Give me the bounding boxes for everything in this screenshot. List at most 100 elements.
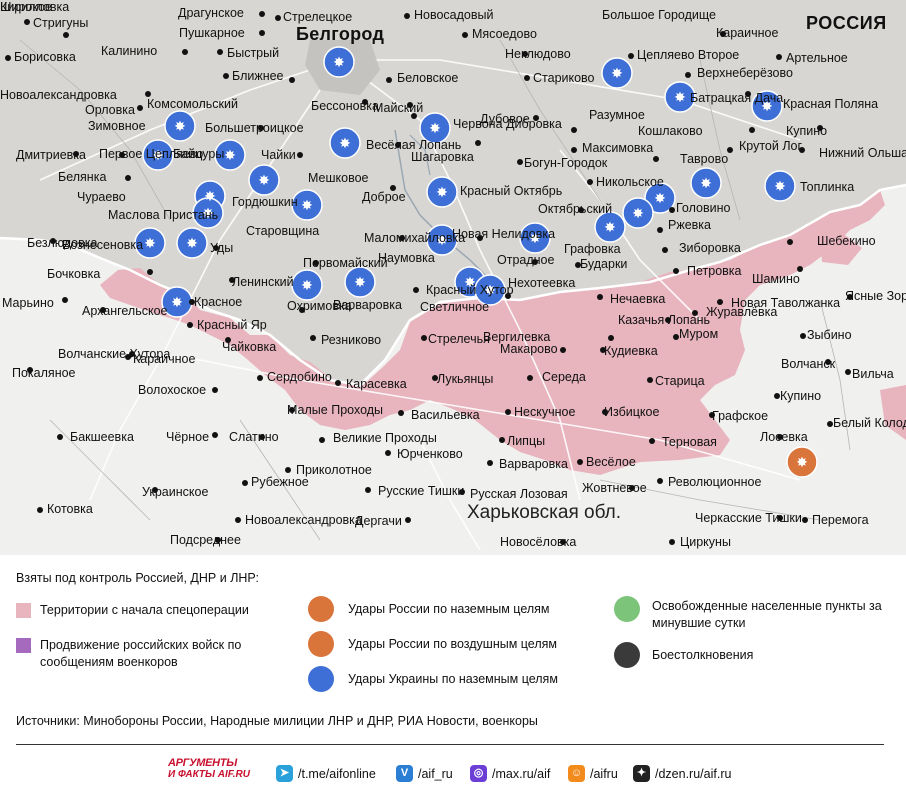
vk-link[interactable]: /aif_ru (418, 767, 453, 781)
place-label: Лосевка (760, 430, 808, 444)
place-label: Стариково (533, 71, 595, 85)
ua-strike-icon (291, 269, 323, 301)
place-label: Украинское (142, 485, 209, 499)
svg-text:✸: ✸ (339, 136, 351, 152)
place-label: Новоалександровка (0, 88, 117, 102)
place-label: Беловское (397, 71, 459, 85)
legend-territories: Территории с начала спецоперации (40, 603, 249, 617)
place-label: Вильча (852, 367, 894, 381)
place-label: Рубежное (251, 475, 309, 489)
place-label: Маслова Пристань (108, 208, 219, 222)
place-label: Мясоедово (472, 27, 537, 41)
place-label: Первомайский (303, 256, 388, 270)
place-label: Зиборовка (679, 241, 741, 255)
place-label: Бакшеевка (70, 430, 134, 444)
svg-text:✸: ✸ (204, 189, 216, 205)
ua-strike-icon (426, 176, 458, 208)
place-label: Муром (679, 327, 719, 341)
place-label: Шебекино (817, 234, 876, 248)
place-label: Красный Октябрь (460, 184, 563, 198)
place-label: Артельное (786, 51, 848, 65)
place-label: Стригуны (33, 16, 89, 30)
place-label: Весёлая Лопань (366, 138, 462, 152)
place-label: Жовтневое (582, 481, 647, 495)
place-label: Чёрное (166, 430, 210, 444)
legend-ua-ground: Удары Украины по наземным целям (348, 672, 558, 686)
place-label: Волохоское (138, 383, 207, 397)
ua-strike-icon (751, 90, 783, 122)
svg-text:✸: ✸ (484, 283, 496, 299)
ru-strike-icon (786, 446, 818, 478)
place-label: Журавлёвка (706, 305, 778, 319)
place-label: Середа (542, 370, 586, 384)
place-label: Октябрьский (538, 202, 613, 216)
legend-ru-air: Удары России по воздушным целям (348, 637, 557, 651)
place-label: Новосёловка (500, 535, 577, 549)
aif-logo[interactable]: АРГУМЕНТЫ И ФАКТЫ AIF.RU (168, 757, 250, 780)
place-label: Цепляево Второе (637, 48, 740, 62)
svg-text:✸: ✸ (258, 173, 270, 189)
ua-strike-icon (164, 110, 196, 142)
place-label: Стрелецкое (283, 10, 353, 24)
place-label: Первое Цепляево (99, 147, 204, 161)
svg-text:✸: ✸ (761, 99, 773, 115)
place-label: Котовка (47, 502, 93, 516)
place-label: Лукьянцы (437, 372, 494, 386)
place-label: Доброе (362, 190, 406, 204)
place-label: Русская Лозовая (470, 487, 568, 501)
place-label: Гордюшкин (232, 195, 298, 209)
svg-text:✸: ✸ (171, 295, 183, 311)
place-label: Макарово (500, 342, 558, 356)
svg-text:✸: ✸ (224, 148, 236, 164)
place-label: Батрацкая Дача (690, 91, 784, 105)
place-label: Новая Таволжанка (731, 296, 841, 310)
place-label: Караичное (133, 352, 196, 366)
place-label: Старовщина (246, 224, 320, 238)
svg-text:✸: ✸ (796, 455, 808, 471)
legend-ru-ground: Удары России по наземным целям (348, 602, 550, 616)
ok-link[interactable]: /aifru (590, 767, 618, 781)
place-label: Калинино (101, 44, 158, 58)
legend-heading: Взяты под контроль Россией, ДНР и ЛНР: (16, 571, 259, 585)
svg-text:✸: ✸ (436, 233, 448, 249)
svg-text:✸: ✸ (464, 275, 476, 291)
telegram-icon: ➤ (276, 765, 293, 782)
max-link[interactable]: /max.ru/aif (492, 767, 551, 781)
place-label: Терновая (662, 435, 717, 449)
place-label: Слатино (229, 430, 279, 444)
place-label: Варваровка (333, 298, 402, 312)
place-label: Охримовка (287, 299, 352, 313)
place-label: Драгунское (178, 6, 244, 20)
place-label: Шамино (752, 272, 800, 286)
place-label: Стрелечья (428, 332, 490, 346)
place-label: Верхнеберёзово (697, 66, 793, 80)
ua-ground-strike-icon (308, 666, 334, 692)
place-label: Шагаровка (411, 150, 474, 164)
svg-text:✸: ✸ (632, 206, 644, 222)
place-label: Головино (676, 201, 731, 215)
dzen-link[interactable]: /dzen.ru/aif.ru (655, 767, 732, 781)
place-label: Черкасские Тишки (695, 511, 802, 525)
ua-strike-icon (419, 112, 451, 144)
divider (16, 744, 884, 745)
place-label: Новосадовый (414, 8, 494, 22)
ua-strike-icon (176, 227, 208, 259)
svg-text:✸: ✸ (202, 206, 214, 222)
place-label: Караичное (716, 26, 779, 40)
place-label: Червона Дибровка (453, 117, 562, 131)
ua-strike-icon (214, 139, 246, 171)
telegram-link[interactable]: /t.me/aifonline (298, 767, 376, 781)
place-label: Максимовка (582, 141, 654, 155)
svg-text:✸: ✸ (674, 90, 686, 106)
place-label: Бударки (580, 257, 628, 271)
ua-strike-icon (323, 46, 355, 78)
max-icon: ◎ (470, 765, 487, 782)
place-label: Орловка (85, 103, 135, 117)
ua-strike-icon (594, 211, 626, 243)
place-label: Нехотеевка (508, 276, 576, 290)
place-label: Дергачи (355, 514, 402, 528)
dzen-icon: ✦ (633, 765, 650, 782)
place-label: Красное (194, 295, 243, 309)
region-label: Харьковская обл. (467, 502, 622, 523)
place-label: Нескучное (514, 405, 576, 419)
